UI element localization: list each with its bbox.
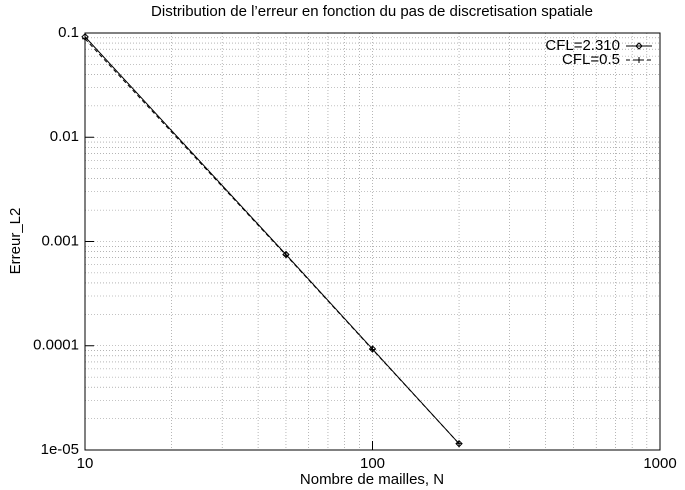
series-line — [84, 38, 460, 445]
x-tick-label: 10 — [77, 455, 94, 472]
x-tick-label: 1000 — [643, 455, 676, 472]
y-tick-label: 0.1 — [58, 24, 79, 41]
y-tick-label: 0.0001 — [33, 337, 79, 354]
legend-label: CFL=2.310 — [545, 37, 620, 54]
x-tick-label: 100 — [360, 455, 385, 472]
y-tick-label: 0.001 — [41, 232, 79, 249]
data-point — [282, 252, 289, 259]
legend-marker — [635, 42, 643, 50]
legend-marker — [636, 57, 642, 63]
plot-border — [84, 32, 661, 451]
data-point — [369, 346, 376, 353]
y-tick-label: 0.01 — [50, 128, 79, 145]
x-axis-label: Nombre de mailles, N — [300, 471, 444, 488]
data-point — [82, 35, 88, 42]
legend-label: CFL=0.5 — [562, 51, 620, 68]
data-point — [456, 440, 463, 447]
y-axis-label: Erreur_L2 — [7, 208, 24, 275]
chart-title: Distribution de l’erreur en fonction du … — [151, 3, 593, 20]
y-tick-label: 1e-05 — [41, 441, 79, 458]
